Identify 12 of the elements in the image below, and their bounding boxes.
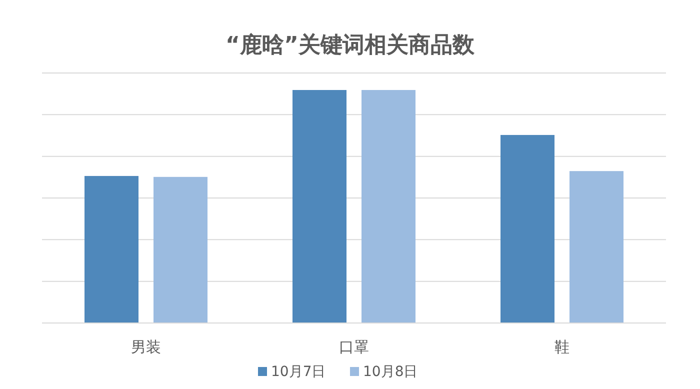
legend-label: 10月8日 — [363, 364, 418, 380]
bar — [84, 176, 138, 323]
chart-title: “鹿晗”关键词相关商品数 — [226, 32, 476, 58]
x-tick-label: 男装 — [131, 338, 161, 356]
x-tick-label: 口罩 — [339, 338, 369, 356]
bar — [154, 176, 208, 323]
bar — [570, 171, 624, 323]
legend-label: 10月7日 — [271, 364, 326, 380]
bar — [292, 90, 346, 323]
x-tick-label: 鞋 — [554, 338, 570, 356]
bar — [362, 90, 416, 323]
bar — [500, 134, 554, 323]
